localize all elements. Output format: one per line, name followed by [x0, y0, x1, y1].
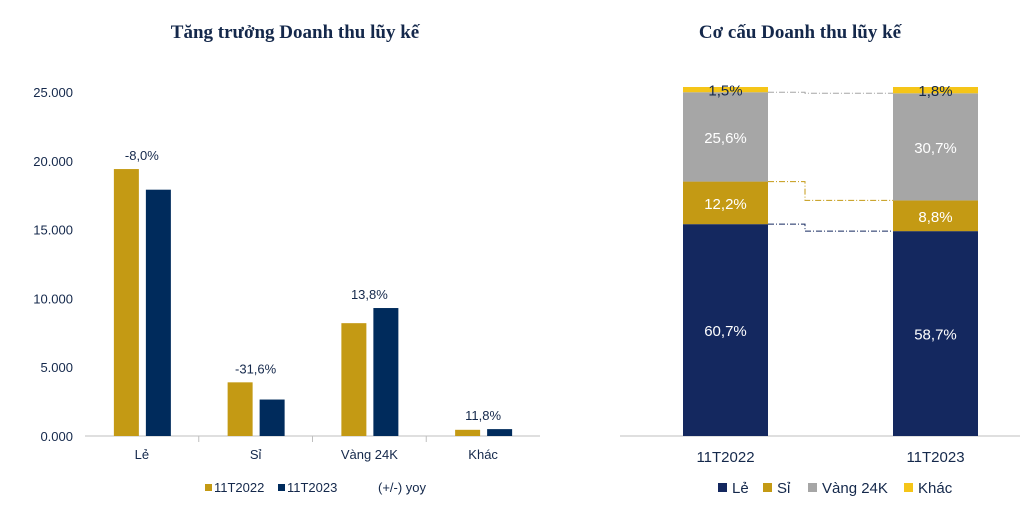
- legend-swatch-11t2023: [278, 484, 285, 491]
- connector-line: [768, 181, 893, 201]
- connector-line: [768, 91, 893, 94]
- legend-swatch-11t2022: [205, 484, 212, 491]
- segment-label: 1,5%: [708, 83, 742, 100]
- category-label: Lẻ: [135, 447, 149, 462]
- y-tick-label: 10.000: [33, 291, 73, 306]
- stack-segment-1-1: [893, 200, 978, 232]
- legend-label-right: Sỉ: [777, 480, 791, 497]
- legend-label-right: Vàng 24K: [822, 480, 888, 497]
- stack-segment-3-1: [893, 87, 978, 94]
- legend-label-right: Khác: [918, 480, 953, 497]
- y-tick-label: 15.000: [33, 223, 73, 238]
- stack-segment-1-0: [683, 181, 768, 225]
- stack-segment-0-1: [893, 231, 978, 436]
- category-label: Vàng 24K: [341, 447, 398, 462]
- segment-label: 12,2%: [704, 196, 747, 213]
- right-chart-title: Cơ cấu Doanh thu lũy kế: [698, 22, 902, 43]
- bar-11t2022-1: [227, 382, 253, 436]
- stack-segment-3-0: [683, 87, 768, 93]
- category-label: Sỉ: [250, 447, 262, 462]
- bar-11t2023-0: [145, 189, 171, 436]
- yoy-label: -31,6%: [235, 361, 277, 376]
- legend-label-right: Lẻ: [732, 480, 749, 497]
- bar-11t2023-1: [259, 399, 285, 436]
- legend-label: 11T2022: [214, 480, 264, 495]
- bar-11t2022-3: [455, 429, 481, 436]
- legend-label: 11T2023: [287, 480, 337, 495]
- legend-swatch-right: [763, 483, 772, 492]
- segment-label: 8,8%: [918, 209, 952, 226]
- segment-label: 1,8%: [918, 83, 952, 100]
- stack-segment-0-0: [683, 224, 768, 436]
- bar-11t2022-2: [341, 323, 367, 436]
- category-label-right: 11T2023: [906, 449, 964, 466]
- segment-label: 25,6%: [704, 130, 747, 147]
- y-tick-label: 0.000: [40, 429, 73, 444]
- bar-11t2023-3: [487, 429, 513, 436]
- legend-yoy: (+/-) yoy: [378, 480, 427, 495]
- left-chart-title: Tăng trưởng Doanh thu lũy kế: [170, 22, 420, 43]
- category-label: Khác: [468, 447, 498, 462]
- segment-label: 60,7%: [704, 323, 747, 340]
- connector-line: [768, 223, 893, 232]
- segment-label: 58,7%: [914, 327, 957, 344]
- bar-11t2022-0: [113, 169, 139, 436]
- y-tick-label: 5.000: [40, 360, 73, 375]
- segment-label: 30,7%: [914, 140, 957, 157]
- y-tick-label: 25.000: [33, 85, 73, 100]
- stack-segment-2-1: [893, 93, 978, 201]
- category-label-right: 11T2022: [696, 449, 754, 466]
- yoy-label: 11,8%: [465, 408, 501, 423]
- legend-swatch-right: [904, 483, 913, 492]
- legend-swatch-right: [718, 483, 727, 492]
- yoy-label: -8,0%: [125, 148, 159, 163]
- y-tick-label: 20.000: [33, 154, 73, 169]
- stack-segment-2-0: [683, 92, 768, 182]
- yoy-label: 13,8%: [351, 287, 388, 302]
- bar-11t2023-2: [373, 308, 399, 436]
- legend-swatch-right: [808, 483, 817, 492]
